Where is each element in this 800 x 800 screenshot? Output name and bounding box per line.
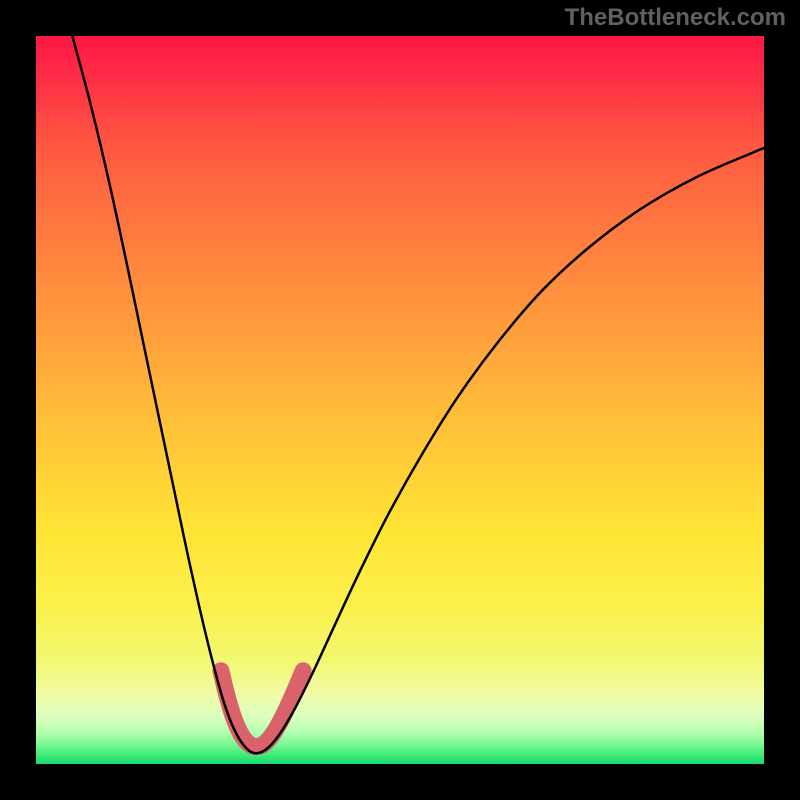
plot-background xyxy=(36,36,764,764)
watermark-text: TheBottleneck.com xyxy=(565,4,786,32)
frame-left xyxy=(0,0,36,800)
frame-right xyxy=(764,0,800,800)
bottleneck-chart xyxy=(0,0,800,800)
frame-bottom xyxy=(0,764,800,800)
